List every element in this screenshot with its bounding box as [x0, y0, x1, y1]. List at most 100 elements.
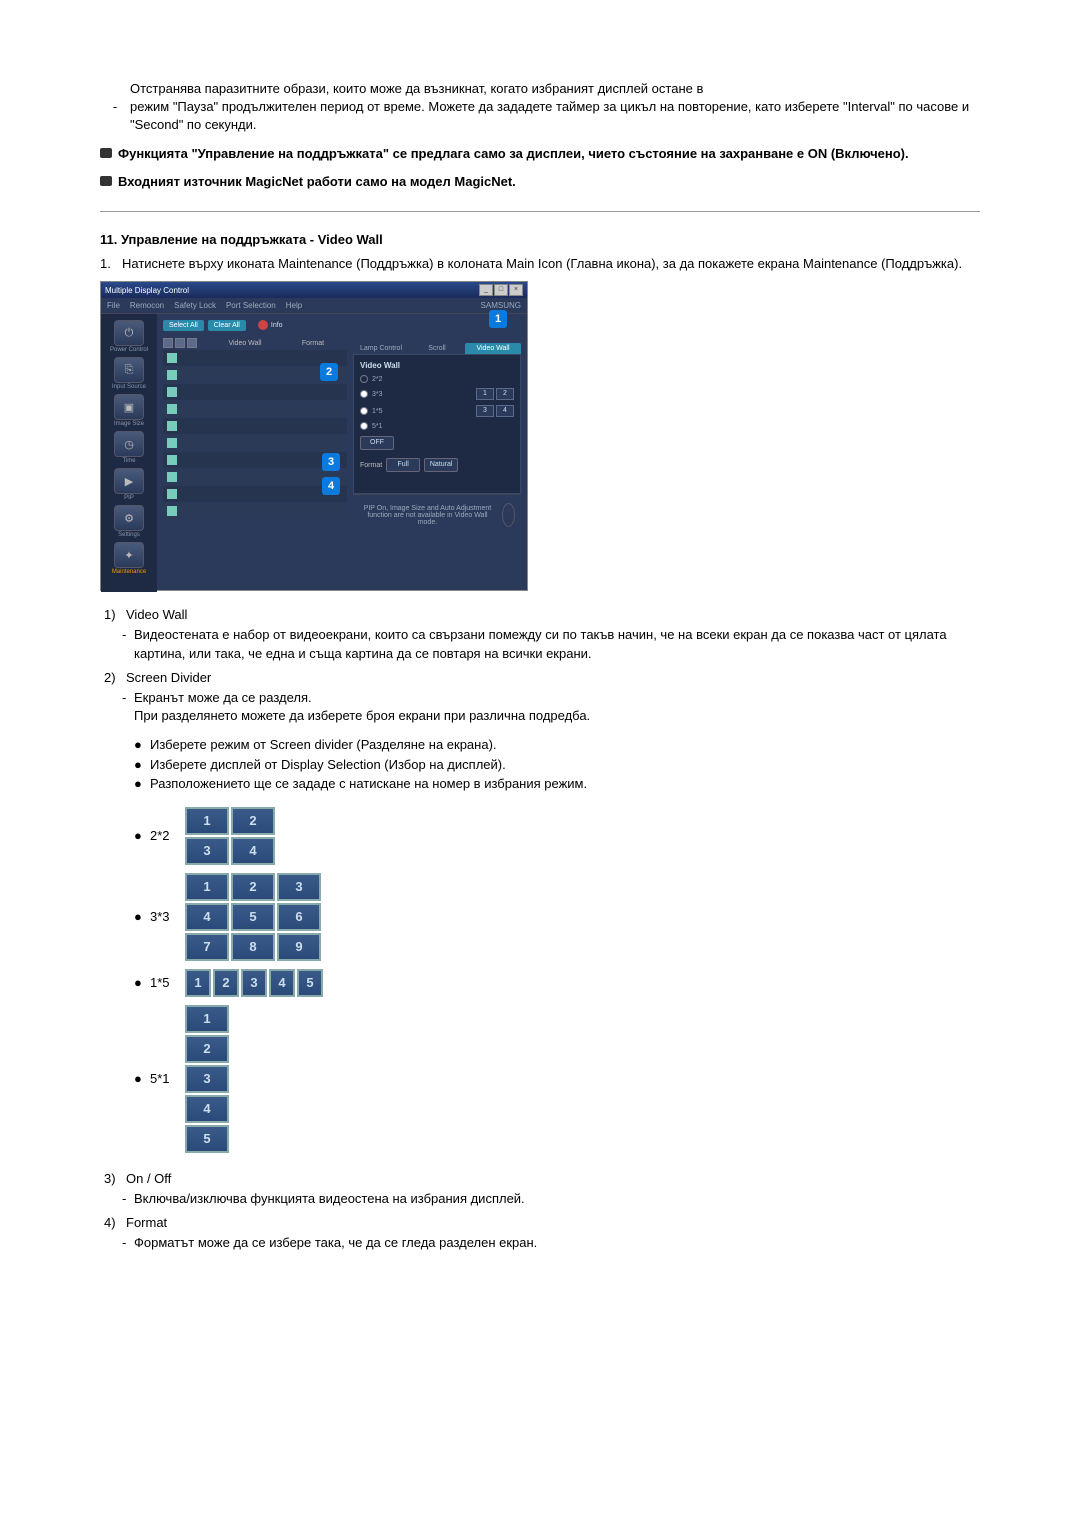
footer-icon — [502, 503, 515, 527]
close-btn[interactable]: × — [509, 284, 523, 296]
checkbox[interactable] — [167, 353, 177, 363]
checkbox[interactable] — [167, 506, 177, 516]
item-2-d2: При разделянето можете да изберете броя … — [100, 707, 980, 725]
gcell: 9 — [277, 933, 321, 961]
menu-remocon[interactable]: Remocon — [130, 301, 164, 310]
settings-icon: ⚙ — [114, 505, 144, 531]
pip-icon: ▶ — [114, 468, 144, 494]
side-settings[interactable]: ⚙Settings — [107, 505, 151, 538]
checkbox[interactable] — [167, 421, 177, 431]
table-row[interactable] — [163, 469, 347, 485]
checkbox[interactable] — [167, 489, 177, 499]
table-row[interactable] — [163, 452, 347, 468]
gcell: 2 — [213, 969, 239, 997]
side-image[interactable]: ▣Image Size — [107, 394, 151, 427]
off-button[interactable]: OFF — [360, 436, 394, 450]
item-3: 3)On / Off — [100, 1170, 980, 1188]
item-4: 4)Format — [100, 1214, 980, 1232]
panel-title: Video Wall — [360, 361, 514, 370]
side-time[interactable]: ◷Time — [107, 431, 151, 464]
radio[interactable] — [360, 390, 368, 398]
side-pip[interactable]: ▶PIP — [107, 468, 151, 501]
gs-label: 2*2 — [150, 828, 184, 843]
min-btn[interactable]: _ — [479, 284, 493, 296]
menu-file[interactable]: File — [107, 301, 120, 310]
input-icon: ⎘ — [114, 357, 144, 383]
natural-button[interactable]: Natural — [424, 458, 458, 472]
side-lbl: Settings — [118, 532, 140, 538]
table-row[interactable] — [163, 503, 347, 519]
full-button[interactable]: Full — [386, 458, 420, 472]
checkbox[interactable] — [167, 455, 177, 465]
sample-51: ●5*1 1 2 3 4 5 — [100, 1004, 980, 1154]
mini-cell[interactable]: 1 — [476, 388, 494, 400]
desc: Включва/изключва функцията видеостена на… — [134, 1190, 525, 1208]
intro-line1: Отстранява паразитните образи, които мож… — [100, 80, 980, 98]
mini-cell[interactable]: 2 — [496, 388, 514, 400]
menu-safety[interactable]: Safety Lock — [174, 301, 216, 310]
side-input[interactable]: ⎘Input Source — [107, 357, 151, 390]
tab-video-wall[interactable]: Video Wall — [465, 343, 521, 354]
checkbox[interactable] — [167, 472, 177, 482]
opt-51[interactable]: 5*1 — [360, 422, 514, 430]
gcell: 2 — [185, 1035, 229, 1063]
b-text: Изберете режим от Screen divider (Раздел… — [150, 735, 497, 755]
radio[interactable] — [360, 375, 368, 383]
gcell: 3 — [277, 873, 321, 901]
mdc-window: Multiple Display Control _ □ × File Remo… — [100, 281, 528, 591]
clear-all[interactable]: Clear All — [208, 320, 246, 331]
table-row[interactable] — [163, 384, 347, 400]
desc: Екранът може да се разделя. — [134, 689, 312, 707]
table-row[interactable] — [163, 435, 347, 451]
window-title: Multiple Display Control — [105, 286, 189, 295]
side-lbl: Input Source — [112, 384, 146, 390]
side-maintenance[interactable]: ✦Maintenance — [107, 542, 151, 575]
note-1-text: Функцията "Управление на поддръжката" се… — [118, 145, 909, 163]
max-btn[interactable]: □ — [494, 284, 508, 296]
checkbox[interactable] — [167, 404, 177, 414]
gcell: 3 — [185, 1065, 229, 1093]
opt-label: 2*2 — [372, 376, 383, 383]
checkbox[interactable] — [167, 387, 177, 397]
table-row[interactable] — [163, 401, 347, 417]
opt-33[interactable]: 3*3 12 — [360, 388, 514, 400]
opt-44[interactable]: 1*5 34 — [360, 405, 514, 417]
item-3-d1: -Включва/изключва функцията видеостена н… — [100, 1190, 980, 1208]
title: Format — [126, 1214, 980, 1232]
intro-dash-row: - режим "Пауза" продължителен период от … — [100, 98, 980, 134]
section-title: 11. Управление на поддръжката - Video Wa… — [100, 232, 980, 247]
menu-port[interactable]: Port Selection — [226, 301, 276, 310]
maint-icon: ✦ — [114, 542, 144, 568]
format-row: Format Full Natural — [360, 458, 514, 472]
table-row[interactable] — [163, 418, 347, 434]
main-area: Select All Clear All Info Video Wall For… — [157, 314, 527, 592]
gcell: 5 — [231, 903, 275, 931]
dash: - — [100, 98, 130, 134]
opt-22[interactable]: 2*2 — [360, 375, 514, 383]
tab-scroll[interactable]: Scroll — [409, 343, 465, 354]
gcell: 3 — [241, 969, 267, 997]
radio[interactable] — [360, 407, 368, 415]
checkbox[interactable] — [167, 438, 177, 448]
mini-cell[interactable]: 4 — [496, 405, 514, 417]
item-4-d1: -Форматът може да се избере така, че да … — [100, 1234, 980, 1252]
table-header: Video Wall Format — [163, 336, 347, 350]
intro-line2: режим "Пауза" продължителен период от вр… — [130, 98, 980, 134]
tab-lamp[interactable]: Lamp Control — [353, 343, 409, 354]
opt-label: 3*3 — [372, 391, 383, 398]
columns: Video Wall Format — [157, 336, 527, 592]
radio[interactable] — [360, 422, 368, 430]
footer-text: PIP On, Image Size and Auto Adjustment f… — [359, 505, 496, 526]
gs-label: 5*1 — [150, 1071, 184, 1086]
intro-block: Отстранява паразитните образи, които мож… — [100, 80, 980, 191]
table-row[interactable] — [163, 486, 347, 502]
checkbox[interactable] — [167, 370, 177, 380]
mini-cell[interactable]: 3 — [476, 405, 494, 417]
menu-help[interactable]: Help — [286, 301, 302, 310]
sample-33: ●3*3 123 456 789 — [100, 872, 980, 962]
b-text: Разположението ще се зададе с натискане … — [150, 774, 587, 794]
side-power[interactable]: ⏻Power Control — [107, 320, 151, 353]
gcell: 4 — [185, 903, 229, 931]
select-all[interactable]: Select All — [163, 320, 204, 331]
num: 3) — [104, 1170, 126, 1188]
